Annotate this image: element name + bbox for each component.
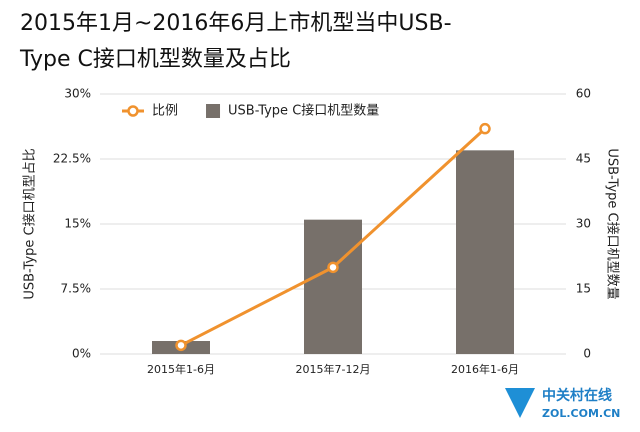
x-tick-label: 2016年1-6月 — [451, 362, 519, 376]
watermark-logo — [505, 388, 535, 418]
watermark-text: 中关村在线 — [542, 387, 612, 404]
y-axis-label: USB-Type C接口机型占比 — [22, 148, 38, 299]
watermark-text: ZOL.COM.CN — [542, 407, 620, 420]
legend-label: USB-Type C接口机型数量 — [228, 103, 379, 119]
y2-tick-label: 45 — [576, 152, 591, 166]
legend-label: 比例 — [152, 104, 178, 119]
bar — [304, 219, 362, 354]
legend-swatch — [206, 104, 221, 118]
y-tick-label: 30% — [64, 87, 91, 101]
y-tick-label: 22.5% — [53, 152, 91, 166]
line-marker — [327, 261, 339, 274]
y-tick-label: 15% — [64, 217, 91, 231]
y2-tick-label: 60 — [576, 87, 591, 101]
y-tick-label: 7.5% — [61, 282, 92, 296]
x-tick-label: 2015年1-6月 — [147, 362, 215, 376]
y-tick-label: 0% — [72, 347, 91, 361]
line-marker — [479, 122, 491, 135]
y2-axis-label: USB-Type C接口机型数量 — [605, 148, 621, 299]
legend-marker — [127, 105, 139, 117]
bar — [456, 150, 514, 354]
line-marker — [175, 339, 187, 352]
y2-tick-label: 30 — [576, 217, 591, 231]
y2-tick-label: 15 — [576, 282, 591, 296]
y2-tick-label: 0 — [583, 347, 591, 361]
watermark: 中关村在线 ZOL.COM.CN — [505, 387, 620, 420]
x-tick-label: 2015年7-12月 — [296, 362, 371, 376]
chart-title: Type C接口机型数量及占比 — [19, 47, 291, 72]
chart-title: 2015年1月~2016年6月上市机型当中USB- — [20, 11, 452, 36]
